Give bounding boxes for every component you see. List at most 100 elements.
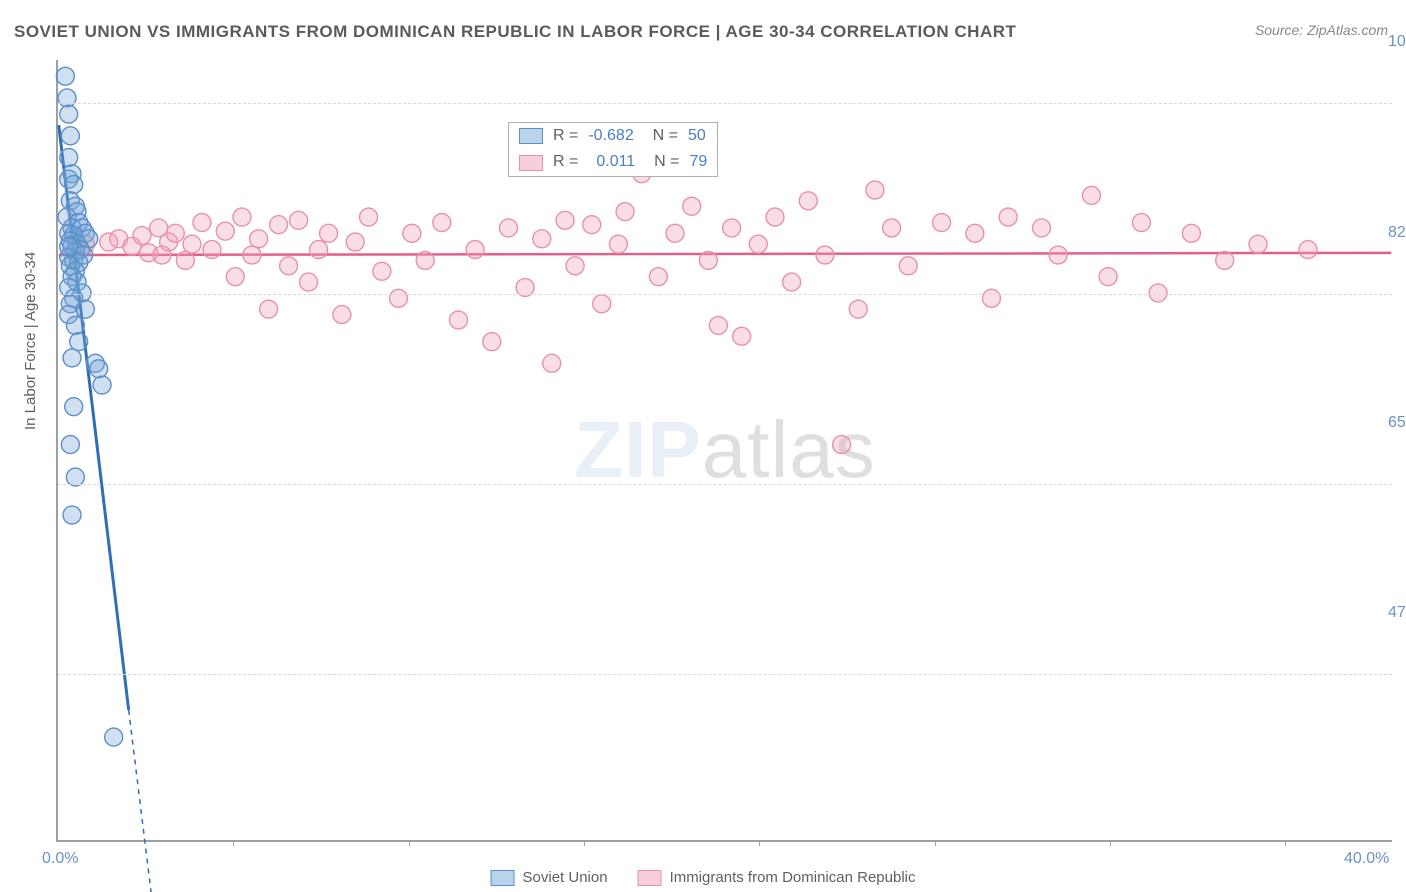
regression-line-blue-dash [129, 710, 156, 892]
point-blue [76, 300, 94, 318]
point-pink [1249, 235, 1267, 253]
point-pink [556, 211, 574, 229]
point-pink [609, 235, 627, 253]
legend-item-blue: Soviet Union [491, 869, 608, 886]
stat-n-blue: 50 [688, 125, 706, 147]
gridline-h [58, 484, 1392, 485]
point-blue [93, 376, 111, 394]
point-pink [166, 224, 184, 242]
point-pink [709, 316, 727, 334]
point-pink [270, 216, 288, 234]
point-pink [999, 208, 1017, 226]
point-pink [566, 257, 584, 275]
point-pink [849, 300, 867, 318]
point-pink [866, 181, 884, 199]
legend-item-pink: Immigrants from Dominican Republic [638, 869, 916, 886]
point-pink [699, 251, 717, 269]
point-blue [63, 349, 81, 367]
point-pink [1132, 214, 1150, 232]
point-blue [105, 728, 123, 746]
point-pink [233, 208, 251, 226]
point-pink [373, 262, 391, 280]
point-pink [649, 268, 667, 286]
stats-row-pink: R = 0.011 N = 79 [509, 149, 717, 175]
x-tick [233, 840, 234, 846]
point-pink [290, 211, 308, 229]
gridline-h [58, 103, 1392, 104]
point-pink [1216, 251, 1234, 269]
y-tick-label: 100.0% [1388, 33, 1406, 51]
point-pink [799, 192, 817, 210]
point-pink [899, 257, 917, 275]
point-pink [783, 273, 801, 291]
legend-label-blue: Soviet Union [523, 869, 608, 886]
stat-r-label: R = [553, 125, 578, 147]
point-pink [733, 327, 751, 345]
point-blue [60, 237, 78, 255]
point-pink [346, 233, 364, 251]
stat-n-pink: 79 [689, 151, 707, 173]
point-pink [300, 273, 318, 291]
point-pink [260, 300, 278, 318]
gridline-h [58, 294, 1392, 295]
point-blue [70, 333, 88, 351]
point-pink [433, 214, 451, 232]
point-pink [1082, 186, 1100, 204]
source-text: Source: ZipAtlas.com [1255, 22, 1388, 38]
point-pink [416, 251, 434, 269]
point-pink [966, 224, 984, 242]
point-blue [66, 316, 84, 334]
chart-title: SOVIET UNION VS IMMIGRANTS FROM DOMINICA… [14, 22, 1016, 42]
stat-r-pink: 0.011 [588, 151, 635, 173]
x-tick [584, 840, 585, 846]
point-pink [816, 246, 834, 264]
point-pink [226, 268, 244, 286]
x-tick [409, 840, 410, 846]
point-pink [250, 230, 268, 248]
point-pink [883, 219, 901, 237]
point-blue [65, 398, 83, 416]
point-pink [683, 197, 701, 215]
point-pink [176, 251, 194, 269]
swatch-blue [519, 128, 543, 144]
point-pink [193, 214, 211, 232]
point-pink [390, 289, 408, 307]
point-pink [983, 289, 1001, 307]
point-blue [60, 105, 78, 123]
point-pink [543, 354, 561, 372]
point-blue [61, 436, 79, 454]
point-pink [749, 235, 767, 253]
point-pink [1099, 268, 1117, 286]
point-pink [133, 227, 151, 245]
point-pink [666, 224, 684, 242]
y-tick-label: 47.5% [1388, 604, 1406, 622]
point-pink [216, 222, 234, 240]
stat-n-label-2: N = [645, 151, 679, 173]
stat-r-blue: -0.682 [588, 125, 633, 147]
point-blue [63, 506, 81, 524]
point-pink [280, 257, 298, 275]
point-pink [533, 230, 551, 248]
point-pink [499, 219, 517, 237]
point-pink [320, 224, 338, 242]
chart-svg [58, 60, 1392, 840]
x-tick-label: 0.0% [42, 850, 78, 868]
point-pink [403, 224, 421, 242]
point-pink [333, 306, 351, 324]
gridline-h [58, 674, 1392, 675]
point-pink [1033, 219, 1051, 237]
y-axis-label: In Labor Force | Age 30-34 [22, 252, 39, 430]
x-tick [1110, 840, 1111, 846]
point-blue [61, 127, 79, 145]
point-pink [466, 241, 484, 259]
point-pink [243, 246, 261, 264]
point-pink [723, 219, 741, 237]
x-tick [1285, 840, 1286, 846]
x-tick-label: 40.0% [1344, 850, 1389, 868]
point-blue [56, 67, 74, 85]
stat-r-label-2: R = [553, 151, 578, 173]
point-pink [616, 203, 634, 221]
y-tick-label: 65.0% [1388, 414, 1406, 432]
plot-area: ZIPatlas R = -0.682 N = 50 R = 0.011 N =… [56, 60, 1392, 842]
legend-label-pink: Immigrants from Dominican Republic [670, 869, 916, 886]
